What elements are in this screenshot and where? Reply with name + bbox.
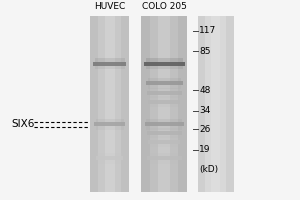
Bar: [144, 62, 184, 66]
Bar: [95, 66, 124, 69]
Bar: [178, 16, 187, 192]
Text: (kD): (kD): [199, 165, 218, 174]
Bar: [147, 91, 182, 95]
Bar: [96, 119, 124, 122]
Bar: [148, 95, 180, 98]
Bar: [146, 81, 183, 85]
Bar: [147, 156, 182, 160]
Bar: [145, 122, 184, 126]
Text: 85: 85: [199, 47, 211, 56]
Bar: [148, 140, 180, 144]
Bar: [150, 144, 179, 147]
Bar: [121, 16, 129, 192]
Bar: [98, 153, 122, 156]
Bar: [148, 100, 180, 104]
Bar: [147, 131, 182, 135]
Text: 117: 117: [199, 26, 217, 35]
Bar: [148, 85, 181, 89]
Text: 34: 34: [199, 106, 211, 115]
Bar: [198, 16, 234, 192]
Bar: [226, 16, 234, 192]
Bar: [211, 16, 220, 192]
Bar: [148, 78, 181, 81]
Bar: [150, 104, 179, 107]
Text: COLO 205: COLO 205: [142, 2, 187, 11]
Bar: [146, 126, 182, 130]
Bar: [96, 156, 123, 160]
Bar: [90, 16, 98, 192]
Bar: [141, 16, 150, 192]
Bar: [94, 122, 125, 126]
Bar: [148, 160, 180, 164]
Bar: [198, 16, 205, 192]
Bar: [148, 128, 180, 131]
Bar: [150, 136, 179, 140]
Bar: [98, 160, 122, 164]
Bar: [146, 119, 182, 122]
Bar: [105, 16, 115, 192]
Text: 19: 19: [199, 145, 211, 154]
Bar: [158, 16, 170, 192]
Text: HUVEC: HUVEC: [94, 2, 125, 11]
Text: 26: 26: [199, 125, 211, 134]
Bar: [90, 16, 129, 192]
Bar: [150, 96, 179, 100]
Text: SIX6: SIX6: [11, 119, 35, 129]
Bar: [141, 16, 187, 192]
Bar: [96, 126, 124, 130]
Bar: [148, 135, 180, 138]
Bar: [146, 66, 182, 69]
Bar: [148, 153, 180, 156]
Bar: [93, 62, 126, 66]
Bar: [146, 58, 182, 62]
Text: 48: 48: [199, 86, 211, 95]
Bar: [148, 88, 180, 91]
Bar: [95, 58, 124, 62]
